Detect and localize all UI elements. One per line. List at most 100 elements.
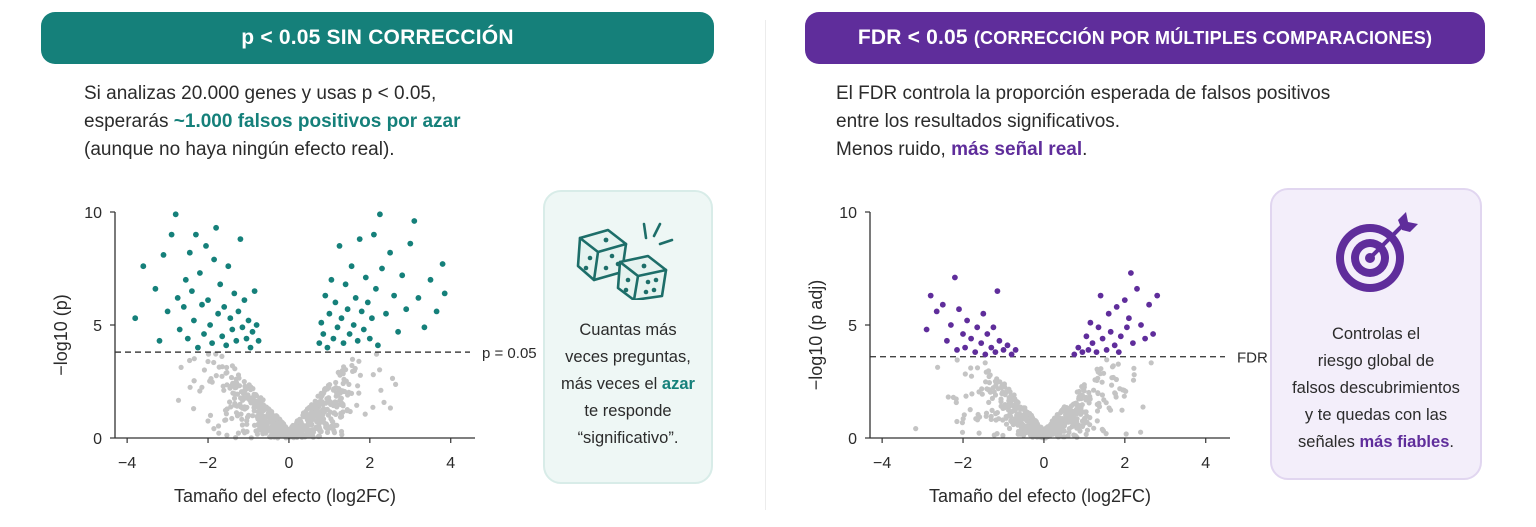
y-tick-label: 10	[839, 205, 857, 222]
nonsignificant-point	[244, 429, 250, 435]
significant-point	[1000, 347, 1007, 353]
nonsignificant-point	[1119, 407, 1125, 413]
nonsignificant-point	[1081, 388, 1087, 394]
nonsignificant-point	[1006, 407, 1012, 413]
significant-point	[968, 335, 974, 342]
significant-point	[358, 308, 365, 315]
significant-point	[1126, 315, 1132, 322]
desc-line-1: El FDR controla la proporción esperada d…	[836, 83, 1331, 104]
nonsignificant-point	[1112, 391, 1118, 397]
nonsignificant-point	[1095, 390, 1101, 396]
nonsignificant-point	[1056, 415, 1063, 421]
nonsignificant-point	[313, 408, 319, 414]
nonsignificant-point	[370, 404, 376, 410]
x-tick-label: −4	[873, 455, 891, 472]
significant-point	[186, 249, 193, 256]
significant-point	[427, 276, 434, 283]
nonsignificant-point	[211, 359, 217, 366]
desc-line-3: Menos ruido, más señal real.	[836, 136, 1396, 164]
significant-point	[1012, 347, 1019, 353]
significant-point	[421, 324, 428, 331]
y-axis-label: −log10 (p)	[51, 294, 71, 376]
desc-line-3-pre: Menos ruido,	[836, 139, 952, 160]
significant-point	[346, 331, 353, 337]
desc-line-2: entre los resultados significativos.	[836, 111, 1121, 132]
nonsignificant-point	[346, 389, 352, 395]
significant-point	[152, 285, 159, 292]
significant-point	[164, 308, 171, 315]
nonsignificant-point	[234, 413, 241, 419]
desc-line-2: esperarás ~1.000 falsos positivos por az…	[84, 108, 544, 136]
significant-point	[933, 308, 940, 315]
nonsignificant-point	[977, 414, 983, 420]
significant-point	[197, 270, 203, 276]
x-tick-label: −4	[118, 455, 136, 472]
nonsignificant-point	[389, 375, 396, 381]
nonsignificant-point	[242, 387, 248, 393]
nonsignificant-point	[326, 399, 332, 405]
significant-point	[320, 331, 327, 337]
significant-point	[324, 344, 331, 351]
nonsignificant-point	[308, 418, 314, 424]
nonsignificant-point	[950, 394, 956, 400]
nonsignificant-point	[1030, 416, 1036, 423]
significant-point	[383, 310, 389, 317]
nonsignificant-point	[320, 412, 326, 418]
nonsignificant-point	[1072, 419, 1078, 425]
nonsignificant-point	[254, 431, 260, 437]
nonsignificant-point	[998, 396, 1004, 402]
nonsignificant-point	[1006, 386, 1012, 392]
nonsignificant-point	[1107, 407, 1114, 413]
y-tick-label: 10	[84, 205, 102, 222]
x-tick-label: 2	[1120, 455, 1129, 472]
significant-point	[253, 322, 260, 328]
card-line-5-pre: señales	[1298, 433, 1360, 451]
nonsignificant-point	[1086, 389, 1092, 396]
significant-point	[391, 292, 397, 299]
nonsignificant-point	[253, 392, 259, 398]
significant-point	[201, 331, 207, 337]
x-tick-label: −2	[954, 455, 972, 472]
significant-point	[191, 317, 197, 324]
y-tick-label: 0	[93, 431, 102, 448]
volcano-plot-uncorrected: p = 0.05 −4 −2 0 2 4 0 5 10 Tamaño del efecto (lo…	[51, 205, 537, 506]
nonsignificant-point	[239, 416, 245, 422]
nonsignificant-point	[255, 416, 261, 422]
significant-point	[1093, 349, 1100, 355]
nonsignificant-point	[378, 387, 384, 393]
description-uncorrected: Si analizas 20.000 genes y usas p < 0.05…	[84, 80, 544, 164]
nonsignificant-point	[1063, 405, 1069, 411]
nonsignificant-point	[279, 425, 285, 432]
significant-point	[1124, 324, 1130, 331]
nonsignificant-point	[968, 373, 975, 379]
nonsignificant-point	[216, 430, 222, 436]
nonsignificant-point	[1087, 393, 1093, 400]
nonsignificant-point	[1017, 431, 1023, 437]
significant-point	[375, 342, 381, 349]
nonsignificant-point	[1000, 432, 1006, 439]
nonsignificant-point	[241, 379, 247, 385]
significant-point	[211, 256, 218, 263]
nonsignificant-point	[215, 423, 222, 429]
nonsignificant-point	[963, 393, 969, 399]
nonsignificant-point	[1045, 427, 1051, 433]
significant-point	[1128, 270, 1134, 276]
significant-point	[974, 324, 981, 331]
x-tick-label: 4	[446, 455, 455, 472]
significant-point	[364, 299, 371, 306]
nonsignificant-point	[1008, 402, 1015, 408]
nonsignificant-point	[346, 381, 352, 387]
nonsignificant-point	[1101, 397, 1107, 403]
significant-point	[439, 261, 446, 267]
nonsignificant-point	[987, 389, 993, 395]
nonsignificant-point	[191, 356, 197, 362]
significant-point	[336, 243, 343, 249]
significant-point	[371, 231, 377, 238]
nonsignificant-point	[257, 395, 263, 401]
significant-point	[245, 317, 252, 324]
significant-point	[1138, 322, 1144, 328]
nonsignificant-point	[1094, 408, 1101, 414]
significant-point	[233, 337, 240, 344]
significant-point	[1089, 340, 1096, 346]
card-line-5: señales más fiables.	[1276, 429, 1476, 456]
